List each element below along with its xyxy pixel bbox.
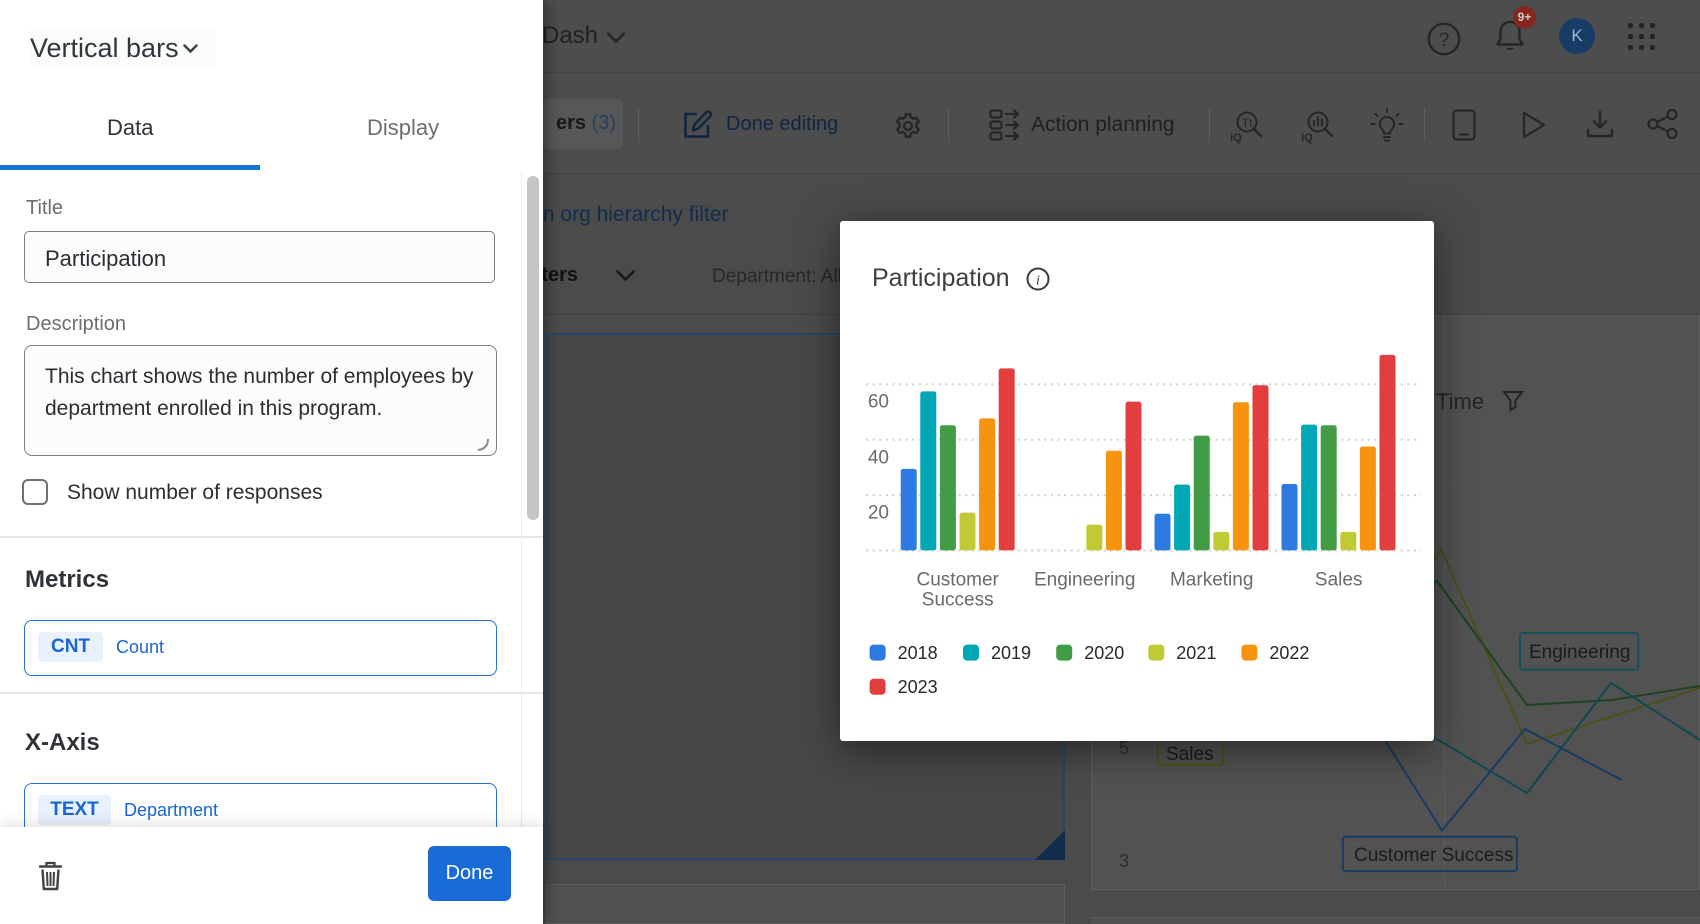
svg-text:i: i <box>1036 274 1040 289</box>
svg-text:iQ: iQ <box>1301 132 1313 144</box>
svg-text:2021: 2021 <box>1176 643 1216 663</box>
svg-text:2022: 2022 <box>1269 643 1309 663</box>
svg-text:Success: Success <box>922 590 994 611</box>
svg-text:Engineering: Engineering <box>1034 570 1135 591</box>
svg-text:Tt: Tt <box>1242 116 1253 130</box>
svg-text:2018: 2018 <box>898 643 938 663</box>
svg-text:Customer: Customer <box>917 570 1000 591</box>
svg-text:Sales: Sales <box>1166 744 1214 765</box>
svg-text:2019: 2019 <box>991 643 1031 663</box>
svg-text:Sales: Sales <box>1315 570 1363 591</box>
svg-text:5: 5 <box>1119 738 1129 758</box>
svg-text:20: 20 <box>868 503 889 524</box>
svg-text:iQ: iQ <box>1230 132 1242 144</box>
svg-text:60: 60 <box>868 392 889 413</box>
svg-text:?: ? <box>1439 30 1450 51</box>
svg-text:Marketing: Marketing <box>1170 570 1253 591</box>
svg-text:2020: 2020 <box>1084 643 1124 663</box>
svg-text:40: 40 <box>868 448 889 469</box>
svg-text:3: 3 <box>1119 851 1129 871</box>
svg-text:Engineering: Engineering <box>1529 642 1630 663</box>
svg-text:Customer Success: Customer Success <box>1354 845 1513 866</box>
svg-text:2023: 2023 <box>898 677 938 697</box>
